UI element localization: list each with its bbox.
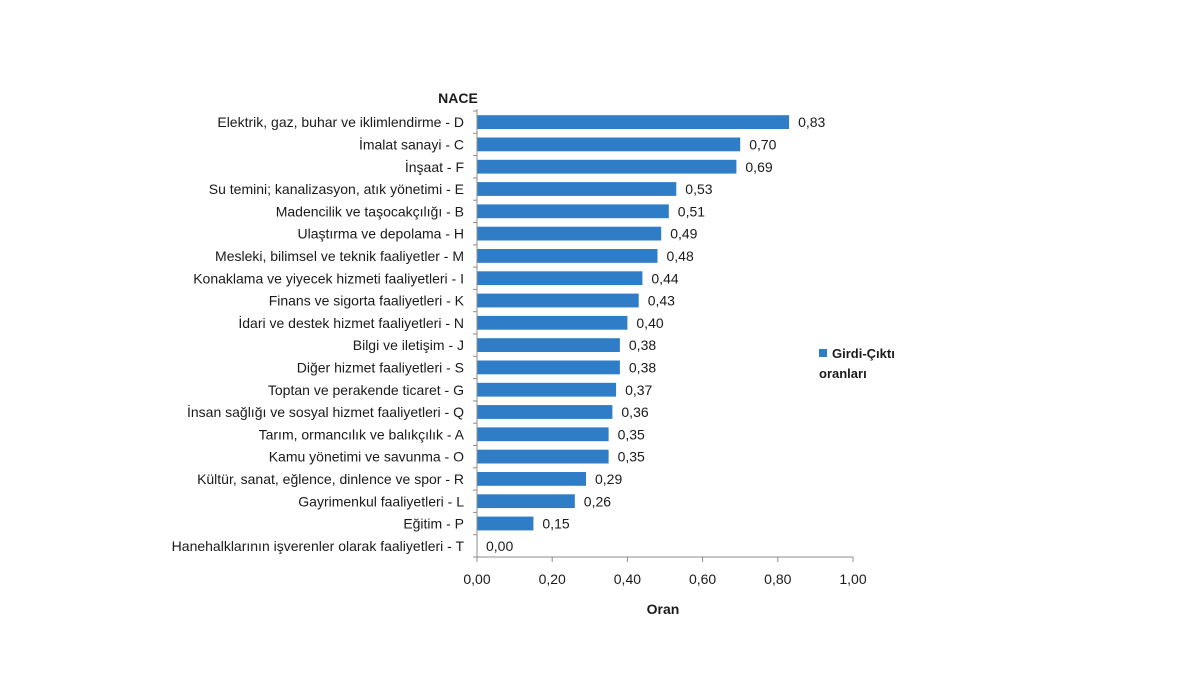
bar: [477, 315, 628, 330]
category-label: Su temini; kanalizasyon, atık yönetimi -…: [209, 181, 464, 197]
x-tick-label: 0,40: [614, 571, 641, 587]
category-label: Finans ve sigorta faaliyetleri - K: [269, 293, 465, 309]
axes-group: [473, 109, 854, 562]
category-label: Madencilik ve taşocakçılığı - B: [276, 203, 464, 219]
value-label: 0,49: [670, 226, 697, 242]
bar: [477, 159, 737, 174]
bar: [477, 382, 617, 397]
category-label: Elektrik, gaz, buhar ve iklimlendirme - …: [217, 114, 464, 130]
category-label: Gayrimenkul faaliyetleri - L: [298, 493, 464, 509]
x-tick-labels-group: 0,00 0,20 0,40 0,60 0,80 1,00: [463, 571, 866, 587]
bar: [477, 427, 609, 442]
value-label: 0,69: [745, 159, 772, 175]
value-label: 0,44: [651, 270, 678, 286]
value-label: 0,48: [667, 248, 694, 264]
value-label: 0,43: [648, 293, 675, 309]
bar: [477, 271, 643, 286]
category-label: Toptan ve perakende ticaret - G: [268, 382, 464, 398]
value-label: 0,29: [595, 471, 622, 487]
category-label: Hanehalklarının işverenler olarak faaliy…: [172, 538, 465, 554]
value-label: 0,38: [629, 337, 656, 353]
value-label: 0,51: [678, 203, 705, 219]
category-label: Konaklama ve yiyecek hizmeti faaliyetler…: [193, 270, 464, 286]
category-label: Mesleki, bilimsel ve teknik faaliyetler …: [215, 248, 464, 264]
bar: [477, 405, 613, 419]
category-label: İnşaat - F: [405, 158, 464, 175]
legend-label-line-2: oranları: [819, 366, 867, 381]
bar: [477, 182, 677, 196]
x-tick-label: 0,00: [463, 571, 490, 587]
bar: [477, 204, 669, 219]
bar: [477, 449, 609, 464]
value-label: 0,53: [685, 181, 712, 197]
category-labels-group: Elektrik, gaz, buhar ve iklimlendirme - …: [172, 114, 465, 554]
value-label: 0,37: [625, 382, 652, 398]
value-label: 0,00: [486, 538, 513, 554]
category-label: Diğer hizmet faaliyetleri - S: [297, 359, 464, 375]
category-label: İnsan sağlığı ve sosyal hizmet faaliyetl…: [187, 403, 464, 420]
bar: [477, 115, 790, 129]
x-tick-label: 1,00: [839, 571, 866, 587]
bar: [477, 338, 620, 352]
bar: [477, 137, 741, 152]
bar: [477, 293, 639, 308]
category-axis-title: NACE: [438, 90, 478, 106]
category-label: İmalat sanayi - C: [359, 135, 464, 152]
value-label: 0,35: [618, 426, 645, 442]
x-tick-label: 0,80: [764, 571, 791, 587]
category-label: İdari ve destek hizmet faaliyetleri - N: [238, 314, 464, 331]
category-label: Bilgi ve iletişim - J: [353, 337, 464, 353]
value-label: 0,83: [798, 114, 825, 130]
value-label: 0,40: [636, 315, 663, 331]
value-label: 0,26: [584, 493, 611, 509]
bar: [477, 516, 534, 531]
x-axis-title: Oran: [647, 601, 680, 617]
value-label: 0,15: [542, 516, 569, 532]
value-label: 0,35: [618, 449, 645, 465]
category-label: Tarım, ormancılık ve balıkçılık - A: [259, 426, 465, 442]
bar: [477, 249, 658, 263]
value-labels-group: 0,83 0,70 0,69 0,53 0,51 0,49 0,48 0,44 0,43 0,40…: [486, 114, 826, 554]
legend: Girdi-Çıktı oranları: [819, 346, 895, 381]
x-tick-label: 0,20: [539, 571, 566, 587]
bars-group: [477, 115, 790, 531]
value-label: 0,36: [621, 404, 648, 420]
category-label: Kültür, sanat, eğlence, dinlence ve spor…: [197, 471, 464, 487]
legend-label-line-1: Girdi-Çıktı: [832, 346, 895, 361]
value-label: 0,38: [629, 359, 656, 375]
category-label: Ulaştırma ve depolama - H: [297, 226, 464, 242]
category-label: Kamu yönetimi ve savunma - O: [269, 449, 464, 465]
bar: [477, 494, 575, 509]
bar: [477, 226, 662, 241]
bar: [477, 360, 620, 375]
x-tick-label: 0,60: [689, 571, 716, 587]
value-label: 0,70: [749, 136, 776, 152]
legend-swatch: [819, 349, 827, 357]
category-label: Eğitim - P: [403, 516, 464, 532]
bar: [477, 472, 586, 486]
